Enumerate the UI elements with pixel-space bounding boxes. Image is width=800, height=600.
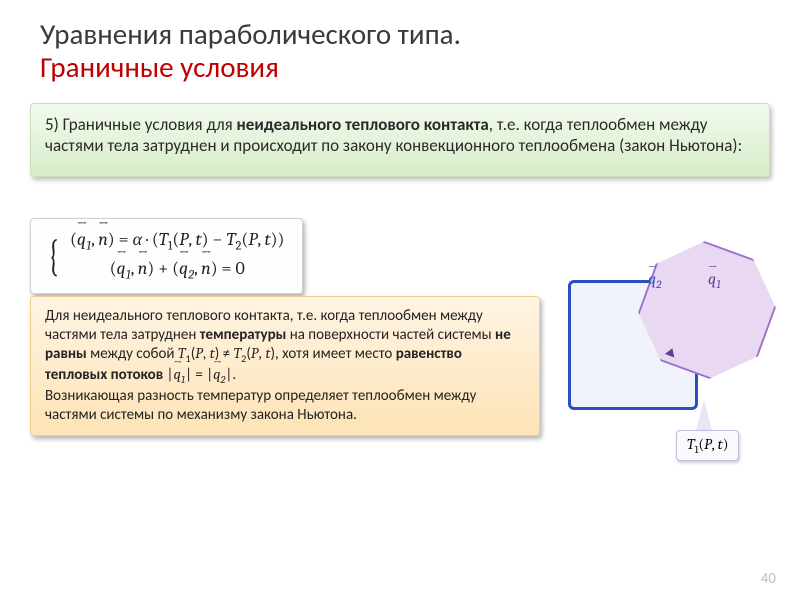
orange-b1: температуры	[200, 326, 287, 344]
page-number: 40	[761, 570, 776, 588]
q2-label: q2	[648, 270, 661, 291]
orange-p2: Возникающая разность температур определя…	[45, 387, 476, 424]
title-line1: Уравнения параболического типа.	[40, 16, 461, 52]
orange-t3: между собой T1(P, t) ≠ T2(P, t), хотя им…	[87, 345, 396, 363]
green-lead: 5) Граничные условия для	[45, 114, 237, 135]
equation-box: { (q1, n) = α · (T1(P, t) − T2(P, t)) (q…	[30, 218, 303, 294]
green-bold: неидеального теплового контакта	[237, 114, 489, 135]
equation-line-1: (q1, n) = α · (T1(P, t) − T2(P, t))	[70, 227, 284, 256]
callout-tail-icon	[696, 400, 712, 430]
condition-box: 5) Граничные условия для неидеального те…	[30, 103, 770, 178]
q1-label: q1	[708, 270, 721, 291]
t1-callout: T1(P, t)	[676, 430, 739, 461]
explanation-box: Для неидеального теплового контакта, т.е…	[30, 296, 540, 436]
orange-t4: |q1| = |q2|.	[163, 366, 236, 384]
equation-line-2: (q1, n) + (q2, n) = 0	[70, 256, 284, 285]
diagram: q2 q1 T1(P, t)	[548, 240, 778, 480]
brace-icon: {	[48, 232, 58, 280]
title-line2: Граничные условия	[40, 49, 279, 85]
slide-title: Уравнения параболического типа. Граничны…	[0, 0, 800, 93]
orange-t2: на поверхности частей системы	[286, 326, 495, 344]
